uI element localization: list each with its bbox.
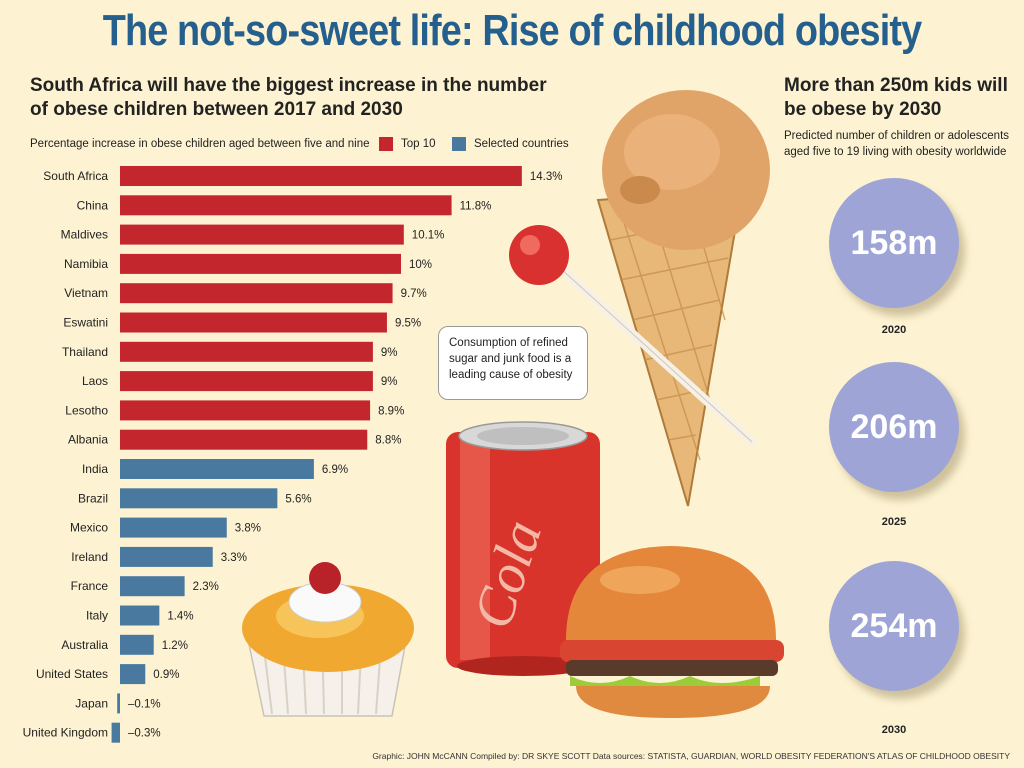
value-label: 10.1% (412, 230, 445, 242)
value-label: 10% (409, 259, 432, 271)
category-label: China (77, 198, 109, 212)
legend-item-selected: Selected countries (452, 137, 569, 151)
category-label: Mexico (70, 521, 108, 535)
projection-note: Predicted number of children or adolesce… (784, 130, 1010, 158)
projection-bubble-2020: 158m (829, 178, 959, 308)
legend-swatch-blue (452, 137, 466, 151)
category-label: France (71, 579, 109, 593)
bar (120, 341, 373, 362)
bar (120, 576, 185, 597)
bar (120, 517, 227, 538)
burger-icon (560, 546, 784, 718)
category-label: Brazil (78, 491, 108, 505)
cola-can-icon: Cola (446, 421, 600, 676)
category-label: Ireland (71, 550, 108, 564)
chart-caption: Percentage increase in obese children ag… (30, 138, 370, 150)
bar (120, 546, 213, 567)
category-label: Thailand (62, 345, 108, 359)
category-label: Laos (82, 374, 108, 388)
bar (120, 224, 404, 245)
category-label: Albania (68, 433, 108, 447)
category-label: India (82, 462, 108, 476)
bar (120, 195, 452, 216)
value-label: –0.3% (128, 728, 161, 740)
bar (120, 605, 160, 626)
ice-cream-cone-icon (596, 90, 770, 507)
legend-item-top10: Top 10 (379, 137, 436, 151)
lollipop-icon (509, 225, 757, 447)
value-label: –0.1% (128, 698, 161, 710)
projection-bubble-2025: 206m (829, 362, 959, 492)
value-label: 9% (381, 347, 398, 359)
bar (120, 459, 314, 479)
cupcake-icon (242, 562, 414, 717)
category-label: Eswatini (63, 316, 108, 330)
callout-box: Consumption of refined sugar and junk fo… (438, 326, 588, 400)
bar (120, 634, 154, 655)
value-label: 9.7% (401, 288, 427, 300)
value-label: 8.8% (375, 435, 401, 447)
value-label: 3.3% (221, 552, 247, 564)
bar (120, 166, 522, 186)
value-label: 5.6% (285, 493, 311, 505)
value-label: 8.9% (378, 405, 404, 417)
category-label: Italy (86, 609, 108, 623)
projection-heading: More than 250m kids will be obese by 203… (784, 75, 1008, 120)
bar (120, 371, 373, 392)
category-label: Vietnam (64, 286, 108, 300)
projection-value: 158m (850, 223, 938, 262)
bar (120, 253, 401, 274)
category-label: United States (36, 667, 108, 681)
category-label: Australia (61, 638, 108, 652)
projection-value: 254m (850, 606, 938, 645)
value-label: 2.3% (193, 581, 219, 593)
value-label: 6.9% (322, 464, 348, 476)
bar (120, 664, 146, 685)
category-label: United Kingdom (23, 726, 108, 740)
bar (120, 283, 393, 304)
projection-year: 2030 (881, 724, 907, 736)
value-label: 0.9% (153, 669, 179, 681)
value-label: 9.5% (395, 318, 421, 330)
value-label: 11.8% (460, 200, 492, 212)
bar (120, 400, 371, 421)
legend-label-top10: Top 10 (401, 138, 436, 150)
credits-footer: Graphic: JOHN McCANN Compiled by: DR SKY… (372, 751, 1010, 761)
value-label: 3.8% (235, 523, 261, 535)
bar-chart: South Africa 14.3% China 11.8% Maldives 10.1%… (23, 166, 563, 743)
bar (120, 488, 278, 509)
value-label: 1.2% (162, 640, 188, 652)
bar (117, 693, 120, 714)
bar (120, 312, 387, 333)
projection-year: 2025 (881, 516, 907, 528)
category-label: Namibia (64, 257, 108, 271)
legend-label-selected: Selected countries (474, 138, 569, 150)
category-label: Maldives (61, 228, 108, 242)
value-label: 1.4% (167, 611, 193, 623)
projection-year: 2020 (881, 324, 907, 336)
page-title: The not-so-sweet life: Rise of childhood… (102, 6, 922, 55)
value-label: 9% (381, 376, 398, 388)
category-label: Japan (75, 696, 108, 710)
projection-bubble-2030: 254m (829, 561, 959, 691)
legend-swatch-red (379, 137, 393, 151)
category-label: Lesotho (65, 403, 108, 417)
category-label: South Africa (43, 169, 108, 183)
projection-value: 206m (850, 407, 938, 446)
bar (111, 722, 120, 743)
value-label: 14.3% (530, 171, 563, 183)
bar (120, 429, 368, 450)
chart-heading: South Africa will have the biggest incre… (30, 75, 547, 120)
